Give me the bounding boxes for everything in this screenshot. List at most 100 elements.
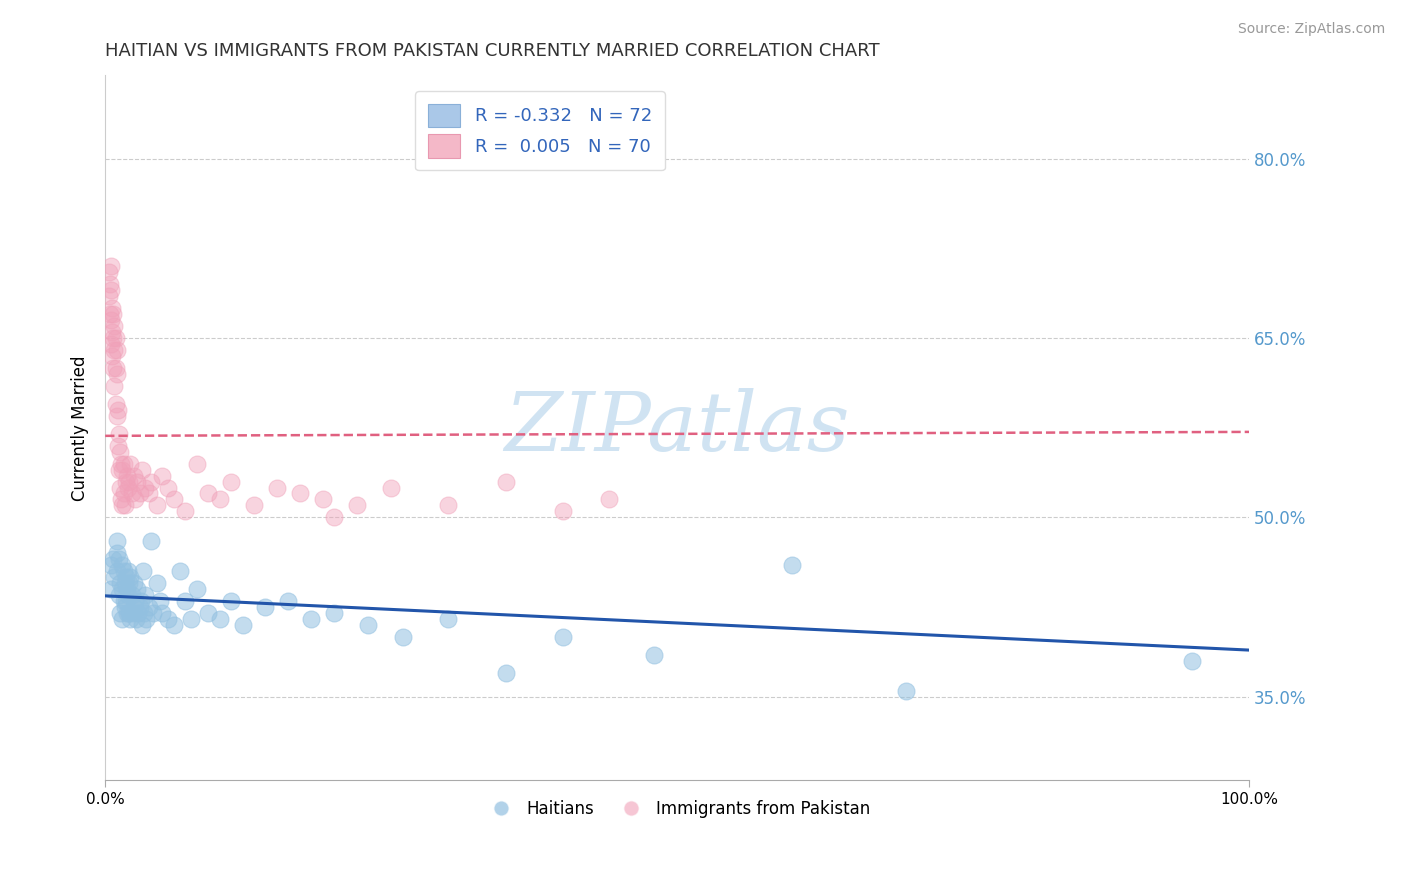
Point (97, 265, 120, 279)
Point (124, 594, 146, 608)
Point (101, 325, 124, 339)
Point (120, 612, 142, 626)
Point (97, 289, 120, 303)
Point (495, 665, 517, 680)
Point (124, 492, 146, 507)
Point (131, 618, 153, 632)
Point (117, 588, 139, 602)
Point (254, 600, 277, 615)
Point (111, 582, 134, 596)
Point (277, 594, 299, 608)
Point (120, 570, 142, 584)
Point (118, 576, 141, 591)
Point (598, 492, 620, 507)
Point (105, 546, 128, 560)
Point (108, 588, 131, 602)
Point (231, 618, 253, 632)
Point (111, 612, 134, 626)
Point (132, 606, 155, 620)
Point (120, 457, 142, 471)
Point (112, 486, 135, 500)
Point (100, 337, 122, 351)
Point (180, 612, 202, 626)
Point (163, 618, 186, 632)
Point (103, 570, 125, 584)
Point (311, 492, 333, 507)
Point (103, 307, 125, 321)
Point (108, 426, 131, 441)
Point (288, 486, 311, 500)
Point (114, 475, 136, 489)
Point (105, 409, 128, 423)
Point (128, 600, 150, 615)
Point (152, 468, 174, 483)
Point (266, 481, 288, 495)
Point (169, 564, 191, 578)
Point (111, 462, 134, 476)
Point (103, 319, 125, 334)
Point (152, 606, 174, 620)
Point (103, 331, 125, 345)
Point (163, 492, 186, 507)
Point (115, 606, 138, 620)
Point (174, 594, 197, 608)
Point (101, 301, 124, 316)
Point (346, 499, 368, 513)
Text: HAITIAN VS IMMIGRANTS FROM PAKISTAN CURRENTLY MARRIED CORRELATION CHART: HAITIAN VS IMMIGRANTS FROM PAKISTAN CURR… (105, 42, 880, 60)
Point (117, 564, 139, 578)
Point (108, 606, 131, 620)
Point (208, 612, 231, 626)
Point (114, 576, 136, 591)
Point (100, 582, 122, 596)
Point (112, 564, 135, 578)
Point (380, 481, 402, 495)
Point (121, 486, 143, 500)
Point (186, 582, 208, 596)
Point (103, 361, 125, 376)
Point (107, 439, 129, 453)
Point (100, 283, 122, 297)
Point (323, 606, 346, 620)
Point (125, 612, 148, 626)
Point (108, 481, 131, 495)
Point (127, 475, 149, 489)
Text: Source: ZipAtlas.com: Source: ZipAtlas.com (1237, 22, 1385, 37)
Point (115, 468, 138, 483)
Point (114, 570, 136, 584)
Point (495, 475, 517, 489)
Point (104, 331, 127, 345)
Point (157, 612, 180, 626)
Point (103, 379, 125, 393)
Point (107, 402, 129, 417)
Point (118, 606, 141, 620)
Point (115, 582, 138, 596)
Point (138, 486, 160, 500)
Point (139, 475, 162, 489)
Y-axis label: Currently Married: Currently Married (72, 355, 89, 500)
Point (145, 576, 167, 591)
Point (243, 499, 266, 513)
Point (197, 606, 219, 620)
Point (437, 612, 460, 626)
Point (139, 534, 162, 549)
Point (894, 683, 917, 698)
Point (108, 552, 131, 566)
Point (219, 594, 242, 608)
Point (127, 582, 149, 596)
Point (105, 367, 128, 381)
Point (551, 504, 574, 518)
Point (1181, 654, 1204, 668)
Point (128, 486, 150, 500)
Legend: Haitians, Immigrants from Pakistan: Haitians, Immigrants from Pakistan (478, 794, 876, 825)
Point (121, 588, 143, 602)
Point (110, 492, 132, 507)
Point (780, 558, 803, 573)
Point (174, 504, 197, 518)
Point (105, 534, 128, 549)
Point (127, 606, 149, 620)
Point (186, 457, 208, 471)
Point (118, 475, 141, 489)
Point (132, 564, 155, 578)
Point (100, 558, 122, 573)
Point (100, 313, 122, 327)
